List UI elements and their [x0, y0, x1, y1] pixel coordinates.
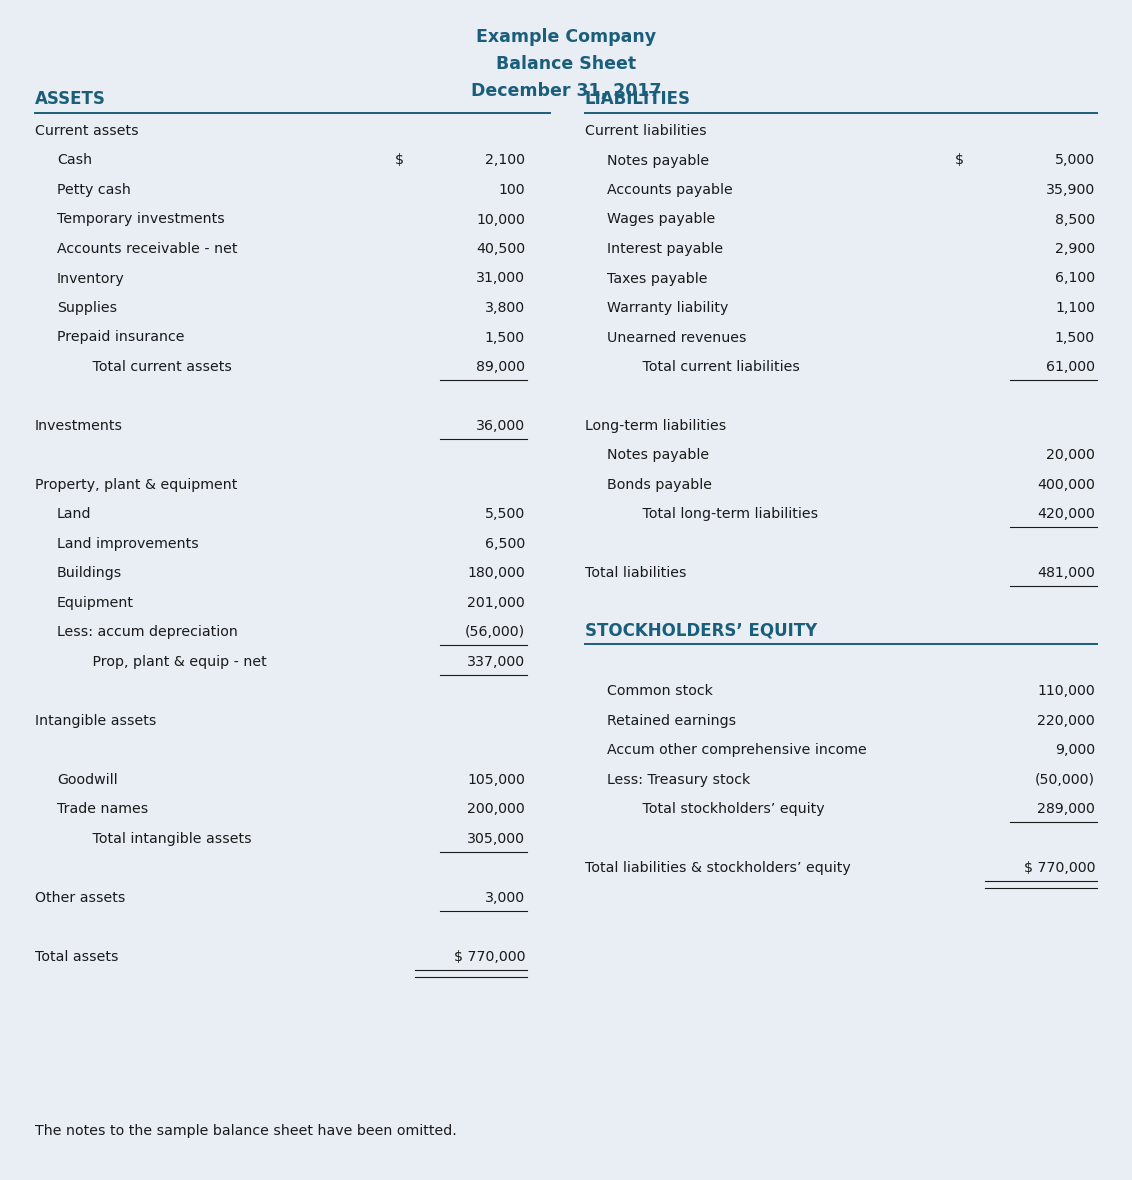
Text: (56,000): (56,000)	[465, 625, 525, 640]
Text: 5,500: 5,500	[484, 507, 525, 522]
Text: Total assets: Total assets	[35, 950, 119, 964]
Text: Bonds payable: Bonds payable	[607, 478, 712, 492]
Text: 201,000: 201,000	[468, 596, 525, 610]
Text: Current assets: Current assets	[35, 124, 138, 138]
Text: Buildings: Buildings	[57, 566, 122, 581]
Text: Total stockholders’ equity: Total stockholders’ equity	[629, 802, 824, 817]
Text: LIABILITIES: LIABILITIES	[585, 90, 691, 109]
Text: The notes to the sample balance sheet have been omitted.: The notes to the sample balance sheet ha…	[35, 1125, 456, 1138]
Text: 5,000: 5,000	[1055, 153, 1095, 168]
Text: $ 770,000: $ 770,000	[1023, 861, 1095, 876]
Text: Current liabilities: Current liabilities	[585, 124, 706, 138]
Text: 1,500: 1,500	[1055, 330, 1095, 345]
Text: $: $	[955, 153, 964, 168]
Text: 9,000: 9,000	[1055, 743, 1095, 758]
Text: Notes payable: Notes payable	[607, 153, 709, 168]
Text: Petty cash: Petty cash	[57, 183, 131, 197]
Text: Interest payable: Interest payable	[607, 242, 723, 256]
Text: Long-term liabilities: Long-term liabilities	[585, 419, 727, 433]
Text: December 31, 2017: December 31, 2017	[471, 81, 661, 100]
Text: Warranty liability: Warranty liability	[607, 301, 728, 315]
Text: (50,000): (50,000)	[1035, 773, 1095, 787]
Text: $: $	[395, 153, 404, 168]
Text: $ 770,000: $ 770,000	[454, 950, 525, 964]
Text: Total liabilities & stockholders’ equity: Total liabilities & stockholders’ equity	[585, 861, 851, 876]
Text: Unearned revenues: Unearned revenues	[607, 330, 746, 345]
Text: Land: Land	[57, 507, 92, 522]
Text: 200,000: 200,000	[468, 802, 525, 817]
Text: 35,900: 35,900	[1046, 183, 1095, 197]
Text: 289,000: 289,000	[1037, 802, 1095, 817]
Text: Land improvements: Land improvements	[57, 537, 199, 551]
Text: 2,100: 2,100	[484, 153, 525, 168]
Text: 89,000: 89,000	[475, 360, 525, 374]
Text: Intangible assets: Intangible assets	[35, 714, 156, 728]
Text: Supplies: Supplies	[57, 301, 117, 315]
Text: 1,100: 1,100	[1055, 301, 1095, 315]
Text: 2,900: 2,900	[1055, 242, 1095, 256]
Text: 40,500: 40,500	[475, 242, 525, 256]
Text: 305,000: 305,000	[468, 832, 525, 846]
Text: Inventory: Inventory	[57, 271, 125, 286]
Text: Notes payable: Notes payable	[607, 448, 709, 463]
Text: Property, plant & equipment: Property, plant & equipment	[35, 478, 238, 492]
Text: Less: accum depreciation: Less: accum depreciation	[57, 625, 238, 640]
Text: Common stock: Common stock	[607, 684, 713, 699]
Text: 105,000: 105,000	[468, 773, 525, 787]
Text: Equipment: Equipment	[57, 596, 134, 610]
Text: Total current liabilities: Total current liabilities	[629, 360, 800, 374]
Text: 36,000: 36,000	[475, 419, 525, 433]
Text: 20,000: 20,000	[1046, 448, 1095, 463]
Text: Balance Sheet: Balance Sheet	[496, 55, 636, 73]
Text: Investments: Investments	[35, 419, 123, 433]
Text: 6,500: 6,500	[484, 537, 525, 551]
Text: 220,000: 220,000	[1037, 714, 1095, 728]
Text: 100: 100	[498, 183, 525, 197]
Text: 110,000: 110,000	[1037, 684, 1095, 699]
Text: 481,000: 481,000	[1037, 566, 1095, 581]
Text: 10,000: 10,000	[477, 212, 525, 227]
Text: 400,000: 400,000	[1037, 478, 1095, 492]
Text: Retained earnings: Retained earnings	[607, 714, 736, 728]
Text: 3,800: 3,800	[484, 301, 525, 315]
Text: 61,000: 61,000	[1046, 360, 1095, 374]
Text: Total current assets: Total current assets	[79, 360, 232, 374]
Text: 180,000: 180,000	[468, 566, 525, 581]
Text: Cash: Cash	[57, 153, 92, 168]
Text: 31,000: 31,000	[475, 271, 525, 286]
Text: Total intangible assets: Total intangible assets	[79, 832, 251, 846]
Text: Other assets: Other assets	[35, 891, 126, 905]
Text: 8,500: 8,500	[1055, 212, 1095, 227]
Text: Temporary investments: Temporary investments	[57, 212, 225, 227]
Text: Wages payable: Wages payable	[607, 212, 715, 227]
Text: 337,000: 337,000	[466, 655, 525, 669]
Text: Accounts receivable - net: Accounts receivable - net	[57, 242, 238, 256]
Text: Trade names: Trade names	[57, 802, 148, 817]
Text: ASSETS: ASSETS	[35, 90, 106, 109]
Text: Accounts payable: Accounts payable	[607, 183, 732, 197]
Text: Accum other comprehensive income: Accum other comprehensive income	[607, 743, 867, 758]
Text: Example Company: Example Company	[475, 28, 657, 46]
Text: Prepaid insurance: Prepaid insurance	[57, 330, 185, 345]
Text: Less: Treasury stock: Less: Treasury stock	[607, 773, 751, 787]
Text: 420,000: 420,000	[1037, 507, 1095, 522]
Text: Taxes payable: Taxes payable	[607, 271, 708, 286]
Text: Total liabilities: Total liabilities	[585, 566, 686, 581]
Text: 1,500: 1,500	[484, 330, 525, 345]
Text: Goodwill: Goodwill	[57, 773, 118, 787]
Text: 3,000: 3,000	[484, 891, 525, 905]
Text: Total long-term liabilities: Total long-term liabilities	[629, 507, 818, 522]
Text: 6,100: 6,100	[1055, 271, 1095, 286]
Text: Prop, plant & equip - net: Prop, plant & equip - net	[79, 655, 267, 669]
Text: STOCKHOLDERS’ EQUITY: STOCKHOLDERS’ EQUITY	[585, 622, 817, 640]
